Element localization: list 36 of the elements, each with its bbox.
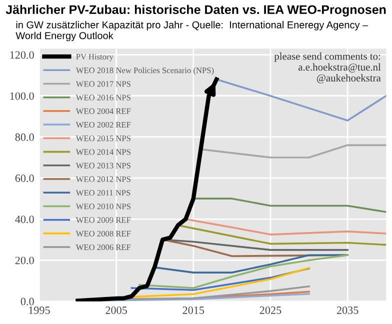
legend-label: WEO 2012 NPS — [76, 176, 130, 182]
chart-title: Jährlicher PV-Zubau: historische Daten vs. IEA WEO-Prognosen — [6, 4, 386, 17]
legend-label: WEO 2017 NPS — [76, 81, 130, 87]
x-tick-label: 2025 — [260, 306, 282, 314]
legend-label: WEO 2011 NPS — [76, 190, 130, 196]
legend-label: WEO 2016 NPS — [76, 94, 130, 100]
chart-subtitle: in GW zusätzlicher Kapazität pro Jahr - Quelle: International Eneregy Agency – World Energy Outlook — [16, 21, 368, 42]
x-tick-label: 2035 — [336, 306, 358, 314]
legend-label: WEO 2013 NPS — [76, 162, 130, 168]
y-tick-label: 60.0 — [15, 174, 34, 182]
x-tick-label: 2005 — [106, 306, 127, 314]
legend-label: WEO 2006 REF — [76, 244, 131, 250]
y-tick-label: 100.0 — [10, 92, 34, 100]
line-series — [154, 254, 348, 274]
line-series — [177, 224, 386, 246]
legend-label: WEO 2002 REF — [76, 122, 131, 128]
legend-label: WEO 2018 New Policies Scenario (NPS) — [76, 67, 214, 75]
line-series — [138, 254, 348, 289]
legend-label: PV History — [76, 54, 114, 62]
legend-label: WEO 2004 REF — [76, 108, 131, 114]
legend-label: WEO 2015 NPS — [76, 136, 130, 142]
y-tick-label: 80.0 — [15, 133, 34, 141]
legend-label: WEO 2010 NPS — [76, 204, 130, 210]
legend-label: WEO 2009 REF — [76, 217, 131, 223]
y-tick-label: 0.0 — [20, 298, 34, 306]
x-tick-label: 2015 — [182, 306, 204, 314]
x-tick-label: 1995 — [29, 306, 50, 314]
line-series — [184, 218, 386, 236]
line-series — [76, 77, 219, 302]
y-tick-label: 120.0 — [10, 51, 34, 59]
annotation: please send comments to: a.e.hoekstra@tue.nl @aukehoekstra — [274, 52, 381, 84]
legend-label: WEO 2008 REF — [76, 230, 131, 236]
line-series — [130, 268, 310, 291]
legend-label: WEO 2014 NPS — [76, 149, 130, 155]
y-tick-label: 40.0 — [15, 216, 34, 224]
y-tick-label: 20.0 — [15, 256, 34, 264]
